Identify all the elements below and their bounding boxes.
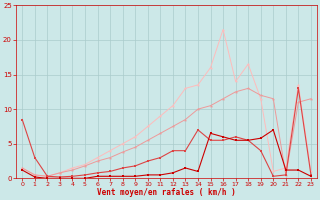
X-axis label: Vent moyen/en rafales ( km/h ): Vent moyen/en rafales ( km/h ) xyxy=(97,188,236,197)
